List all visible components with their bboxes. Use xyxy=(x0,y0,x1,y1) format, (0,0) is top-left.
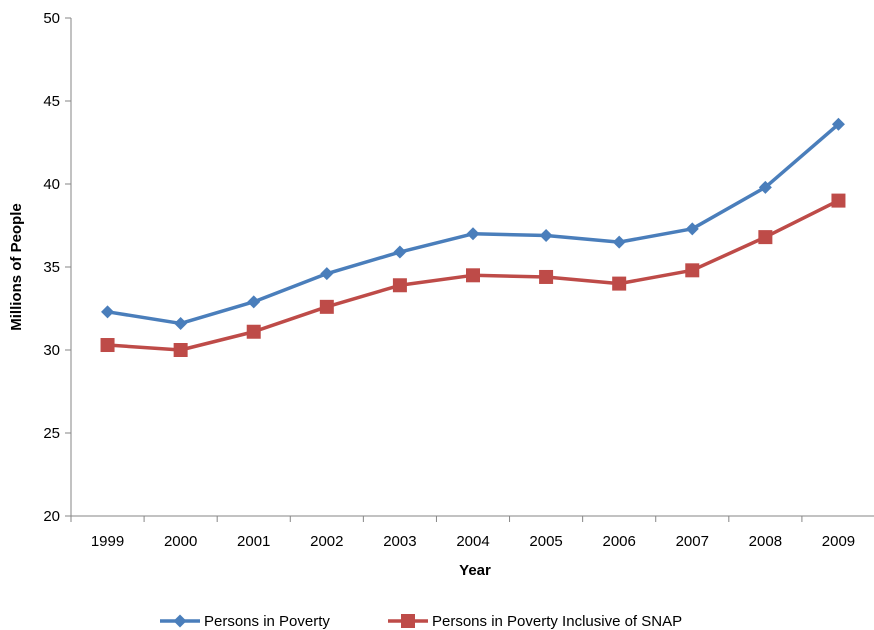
legend-label: Persons in Poverty xyxy=(204,613,330,630)
x-tick-label: 2002 xyxy=(310,533,343,550)
y-tick-label: 50 xyxy=(43,10,60,27)
data-point xyxy=(173,343,188,357)
data-point xyxy=(247,295,261,309)
data-point xyxy=(466,268,480,283)
y-tick-label: 20 xyxy=(43,508,60,525)
data-point xyxy=(685,263,700,278)
legend-label: Persons in Poverty Inclusive of SNAP xyxy=(432,613,682,630)
data-point xyxy=(101,305,115,319)
x-tick-label: 2007 xyxy=(676,533,709,550)
x-tick-label: 2000 xyxy=(164,533,197,550)
data-point xyxy=(539,269,554,284)
data-point xyxy=(758,180,772,194)
legend-marker xyxy=(173,614,187,628)
x-tick-label: 2008 xyxy=(749,533,782,550)
data-point xyxy=(100,338,115,353)
data-point xyxy=(319,299,334,314)
data-point xyxy=(758,230,773,245)
series-line xyxy=(105,122,841,326)
x-tick-label: 2006 xyxy=(602,533,635,550)
x-tick-label: 1999 xyxy=(91,533,124,550)
data-point xyxy=(320,267,334,281)
x-axis: 1999 2000 2001 2002 2003 2004 2005 2006 2007 2008… xyxy=(70,515,874,550)
data-point xyxy=(393,245,407,259)
data-point xyxy=(246,324,261,339)
data-point xyxy=(831,117,845,131)
data-point xyxy=(174,316,188,330)
data-point xyxy=(685,222,699,236)
data-point xyxy=(466,227,480,241)
legend-marker xyxy=(401,614,415,628)
y-tick-label: 25 xyxy=(43,425,60,442)
data-point xyxy=(392,278,407,293)
series-group xyxy=(100,117,846,357)
x-tick-label: 2005 xyxy=(529,533,562,550)
y-axis: 20 25 30 35 40 45 50 xyxy=(43,10,72,525)
y-tick-label: 30 xyxy=(43,342,60,359)
x-axis-title: Year xyxy=(459,562,491,579)
x-tick-label: 2009 xyxy=(822,533,855,550)
x-tick-label: 2003 xyxy=(383,533,416,550)
data-point xyxy=(831,193,846,208)
y-axis-title: Millions of People xyxy=(8,203,25,331)
data-point xyxy=(539,228,553,242)
y-tick-label: 40 xyxy=(43,176,60,193)
data-point xyxy=(612,235,626,249)
data-point xyxy=(612,276,627,291)
y-tick-label: 45 xyxy=(43,93,60,110)
legend[interactable]: Persons in Poverty Persons in Poverty Inc… xyxy=(160,613,682,630)
legend-item-1[interactable]: Persons in Poverty xyxy=(160,613,330,630)
x-tick-label: 2001 xyxy=(237,533,270,550)
legend-item-2[interactable]: Persons in Poverty Inclusive of SNAP xyxy=(388,613,682,630)
y-tick-label: 35 xyxy=(43,259,60,276)
series-2 xyxy=(100,193,846,357)
x-tick-label: 2004 xyxy=(456,533,489,550)
series-1 xyxy=(101,117,845,330)
